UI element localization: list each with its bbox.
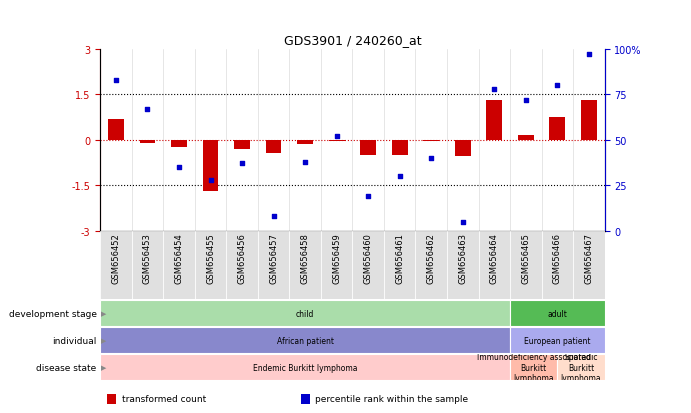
Point [520,97,531,104]
Bar [573,231,605,299]
Bar [542,231,573,299]
Bar [100,301,510,326]
Bar [321,231,352,299]
Bar [108,119,124,140]
Text: transformed count: transformed count [122,394,206,403]
Text: GSM656463: GSM656463 [458,233,467,283]
Bar [100,328,510,353]
Text: GSM656464: GSM656464 [490,233,499,283]
Point [142,106,153,113]
Bar [384,231,415,299]
Bar [424,140,439,142]
Text: Immunodeficiency associated
Burkitt
lymphoma: Immunodeficiency associated Burkitt lymp… [477,352,591,382]
Bar [510,328,605,353]
Bar [360,140,376,156]
Bar [234,140,250,150]
Bar [415,231,447,299]
Text: ▶: ▶ [101,311,106,316]
Bar [518,136,533,140]
Bar [163,231,195,299]
Bar [297,140,313,145]
Bar [392,140,408,156]
Text: GSM656457: GSM656457 [269,233,278,283]
Point [583,52,594,58]
Bar [132,231,163,299]
Bar [258,231,290,299]
Text: GSM656458: GSM656458 [301,233,310,283]
Text: African patient: African patient [276,336,334,345]
Text: disease state: disease state [37,363,97,372]
Text: GSM656454: GSM656454 [175,233,184,283]
Text: GSM656460: GSM656460 [363,233,372,283]
Text: ▶: ▶ [101,364,106,370]
Bar [549,118,565,140]
Bar [510,301,605,326]
Point [426,155,437,162]
Bar [140,140,155,143]
Point [363,193,374,200]
Bar [447,231,478,299]
Bar [227,231,258,299]
Text: development stage: development stage [9,309,97,318]
Text: adult: adult [547,309,567,318]
Point [268,214,279,220]
Point [236,161,247,167]
Point [489,86,500,93]
Text: GSM656455: GSM656455 [206,233,215,283]
Text: GSM656462: GSM656462 [427,233,436,283]
Point [457,219,468,225]
Text: GSM656453: GSM656453 [143,233,152,283]
Bar [486,101,502,140]
Text: Sporadic
Burkitt
lymphoma: Sporadic Burkitt lymphoma [560,352,601,382]
Point [394,173,405,180]
Text: European patient: European patient [524,336,591,345]
Point [205,177,216,184]
Bar [171,140,187,148]
Text: ▶: ▶ [101,337,106,343]
Point [111,77,122,84]
Text: GSM656456: GSM656456 [238,233,247,283]
Text: child: child [296,309,314,318]
Text: GSM656467: GSM656467 [585,233,594,283]
Text: GSM656465: GSM656465 [521,233,530,283]
Bar [202,140,218,192]
Bar [352,231,384,299]
Point [173,164,184,171]
Text: GSM656459: GSM656459 [332,233,341,283]
Text: individual: individual [53,336,97,345]
Bar [195,231,226,299]
Text: Endemic Burkitt lymphoma: Endemic Burkitt lymphoma [253,363,357,372]
Point [300,159,311,166]
Text: GSM656466: GSM656466 [553,233,562,283]
Bar [266,140,281,154]
Bar [510,354,558,380]
Point [331,133,342,140]
Title: GDS3901 / 240260_at: GDS3901 / 240260_at [283,34,422,47]
Text: GSM656452: GSM656452 [111,233,120,283]
Bar [290,231,321,299]
Bar [581,101,597,140]
Text: GSM656461: GSM656461 [395,233,404,283]
Bar [100,354,510,380]
Bar [558,354,605,380]
Bar [100,231,132,299]
Text: percentile rank within the sample: percentile rank within the sample [315,394,468,403]
Bar [329,140,345,142]
Point [552,83,563,89]
Bar [455,140,471,157]
Bar [510,231,542,299]
Bar [478,231,510,299]
